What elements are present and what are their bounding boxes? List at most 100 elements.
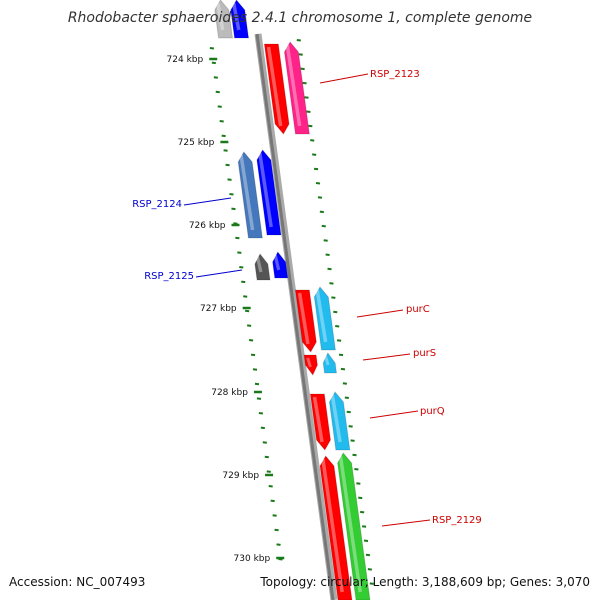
- tick-dot-left: [276, 543, 281, 546]
- leader-line-purq: [369, 410, 419, 419]
- gene-label-rsp-2124: RSP_2124: [132, 199, 182, 210]
- tick-dot-left: [264, 455, 269, 459]
- tick-dot-right: [344, 396, 349, 399]
- tick-dot-right: [363, 539, 369, 542]
- gene-purc-cyan-highlight: [315, 289, 328, 343]
- tick-dot-right: [354, 468, 359, 471]
- tick-dot-left: [262, 441, 267, 444]
- gene-rsp2125-dark-highlight: [255, 256, 263, 273]
- gene-purc-red: [294, 289, 317, 353]
- leader-line-rsp-2123: [319, 73, 369, 84]
- tick-dot-right: [331, 296, 336, 299]
- tick-dot-right: [335, 325, 340, 328]
- tick-dot-right: [313, 167, 319, 171]
- tick-label: 729 kbp: [222, 471, 259, 481]
- tick-dot-left: [223, 149, 228, 152]
- gene-label-rsp-2125: RSP_2125: [144, 271, 194, 282]
- tick-dot-left: [217, 105, 222, 108]
- tick-dot-left: [237, 251, 242, 254]
- tick-dot-right: [306, 110, 311, 113]
- map-title: Rhodobacter sphaeroides 2.4.1 chromosome…: [67, 10, 533, 26]
- tick-dot-right: [337, 339, 342, 342]
- tick-dot-left: [268, 485, 273, 488]
- tick-dot-right: [323, 239, 328, 242]
- tick-label: 728 kbp: [211, 388, 248, 398]
- gene-label-purc: purC: [406, 304, 430, 315]
- tick-dot-right: [300, 67, 305, 71]
- tick-dot-right: [317, 196, 323, 199]
- leader-line-purs: [362, 353, 411, 361]
- gene-purc-cyan: [313, 286, 337, 351]
- tick-dot-right: [304, 96, 309, 99]
- tick-dot-right: [298, 53, 303, 56]
- tick-dot-right: [350, 439, 355, 442]
- tick-dot-right: [319, 210, 324, 214]
- gene-purs-cyan-highlight: [323, 355, 330, 366]
- tick-dot-right: [302, 81, 307, 85]
- gene-top-gray-highlight: [215, 2, 225, 31]
- tick-label: 725 kbp: [178, 138, 215, 148]
- tick-dot-right: [327, 267, 332, 271]
- tick-dot-left: [254, 382, 260, 386]
- gene-rsp2124-blue-highlight: [258, 152, 273, 228]
- gene-rsp2123-red: [263, 43, 290, 135]
- tick-dot-left: [266, 470, 271, 473]
- tick-dot-right: [321, 224, 326, 228]
- backbone-line-core: [255, 33, 335, 600]
- leader-line-purc: [356, 309, 404, 318]
- tick-dot-left: [213, 76, 218, 79]
- tick-dot-right: [340, 367, 346, 371]
- tick-dot-right: [352, 453, 357, 457]
- tick-dot-right: [333, 310, 338, 314]
- tick-dot-right: [296, 39, 301, 42]
- tick-label: 727 kbp: [200, 304, 237, 314]
- tick-dot-right: [312, 153, 317, 156]
- leader-line-rsp-2129: [381, 519, 431, 527]
- tick-dot-left: [258, 412, 264, 415]
- tick-dot-left: [227, 178, 232, 181]
- gene-purq-cyan: [328, 391, 351, 451]
- tick-dot-right: [348, 425, 353, 428]
- tick-dot-right: [361, 525, 367, 528]
- tick-dot-right: [308, 124, 313, 128]
- gene-purq-cyan-highlight: [330, 394, 342, 443]
- tick-dot-left: [215, 90, 220, 94]
- tick-dot-left: [270, 499, 275, 503]
- tick-dot-right: [329, 282, 334, 285]
- tick-label: 724 kbp: [167, 55, 204, 65]
- gene-rsp2123-pink-highlight: [285, 44, 302, 127]
- tick-dot-left: [231, 207, 236, 211]
- gene-rsp2123-red-highlight: [266, 46, 283, 127]
- gene-purs-red-highlight: [306, 357, 312, 368]
- gene-purc-red-highlight: [297, 292, 310, 345]
- gene-label-purq: purQ: [420, 406, 445, 417]
- leader-line-rsp-2125: [195, 269, 243, 278]
- gene-top-blue-highlight: [231, 2, 241, 31]
- gene-top-gray: [214, 0, 234, 39]
- tick-dot-right: [346, 410, 351, 414]
- gene-purq-red: [309, 393, 332, 451]
- tick-dot-right: [367, 568, 372, 571]
- gene-rsp2125-blue: [272, 251, 289, 279]
- gene-rsp2125-dark: [254, 253, 271, 281]
- gene-rsp2123-pink: [283, 41, 310, 135]
- gene-label-rsp-2123: RSP_2123: [370, 69, 420, 80]
- tick-dot-left: [274, 528, 279, 532]
- tick-dot-left: [239, 266, 244, 269]
- gene-rsp2124-steel: [237, 151, 263, 239]
- accession-text: Accession: NC_007493: [9, 575, 146, 589]
- gene-rsp2129-green-highlight: [338, 455, 362, 593]
- gene-rsp2124-steel-highlight: [239, 154, 255, 231]
- tick-dot-left: [250, 353, 256, 357]
- tick-dot-left: [241, 280, 246, 284]
- tick-dot-left: [243, 295, 248, 298]
- tick-dot-left: [219, 120, 224, 123]
- gene-purq-red-highlight: [312, 396, 324, 443]
- gene-purs-red: [303, 354, 318, 376]
- tick-dot-right: [360, 510, 365, 514]
- gene-rsp2129-red-highlight: [321, 458, 344, 593]
- tick-dot-left: [221, 134, 226, 138]
- tick-label: 726 kbp: [189, 221, 226, 231]
- genome-summary-text: Topology: circular; Length: 3,188,609 bp…: [260, 575, 590, 589]
